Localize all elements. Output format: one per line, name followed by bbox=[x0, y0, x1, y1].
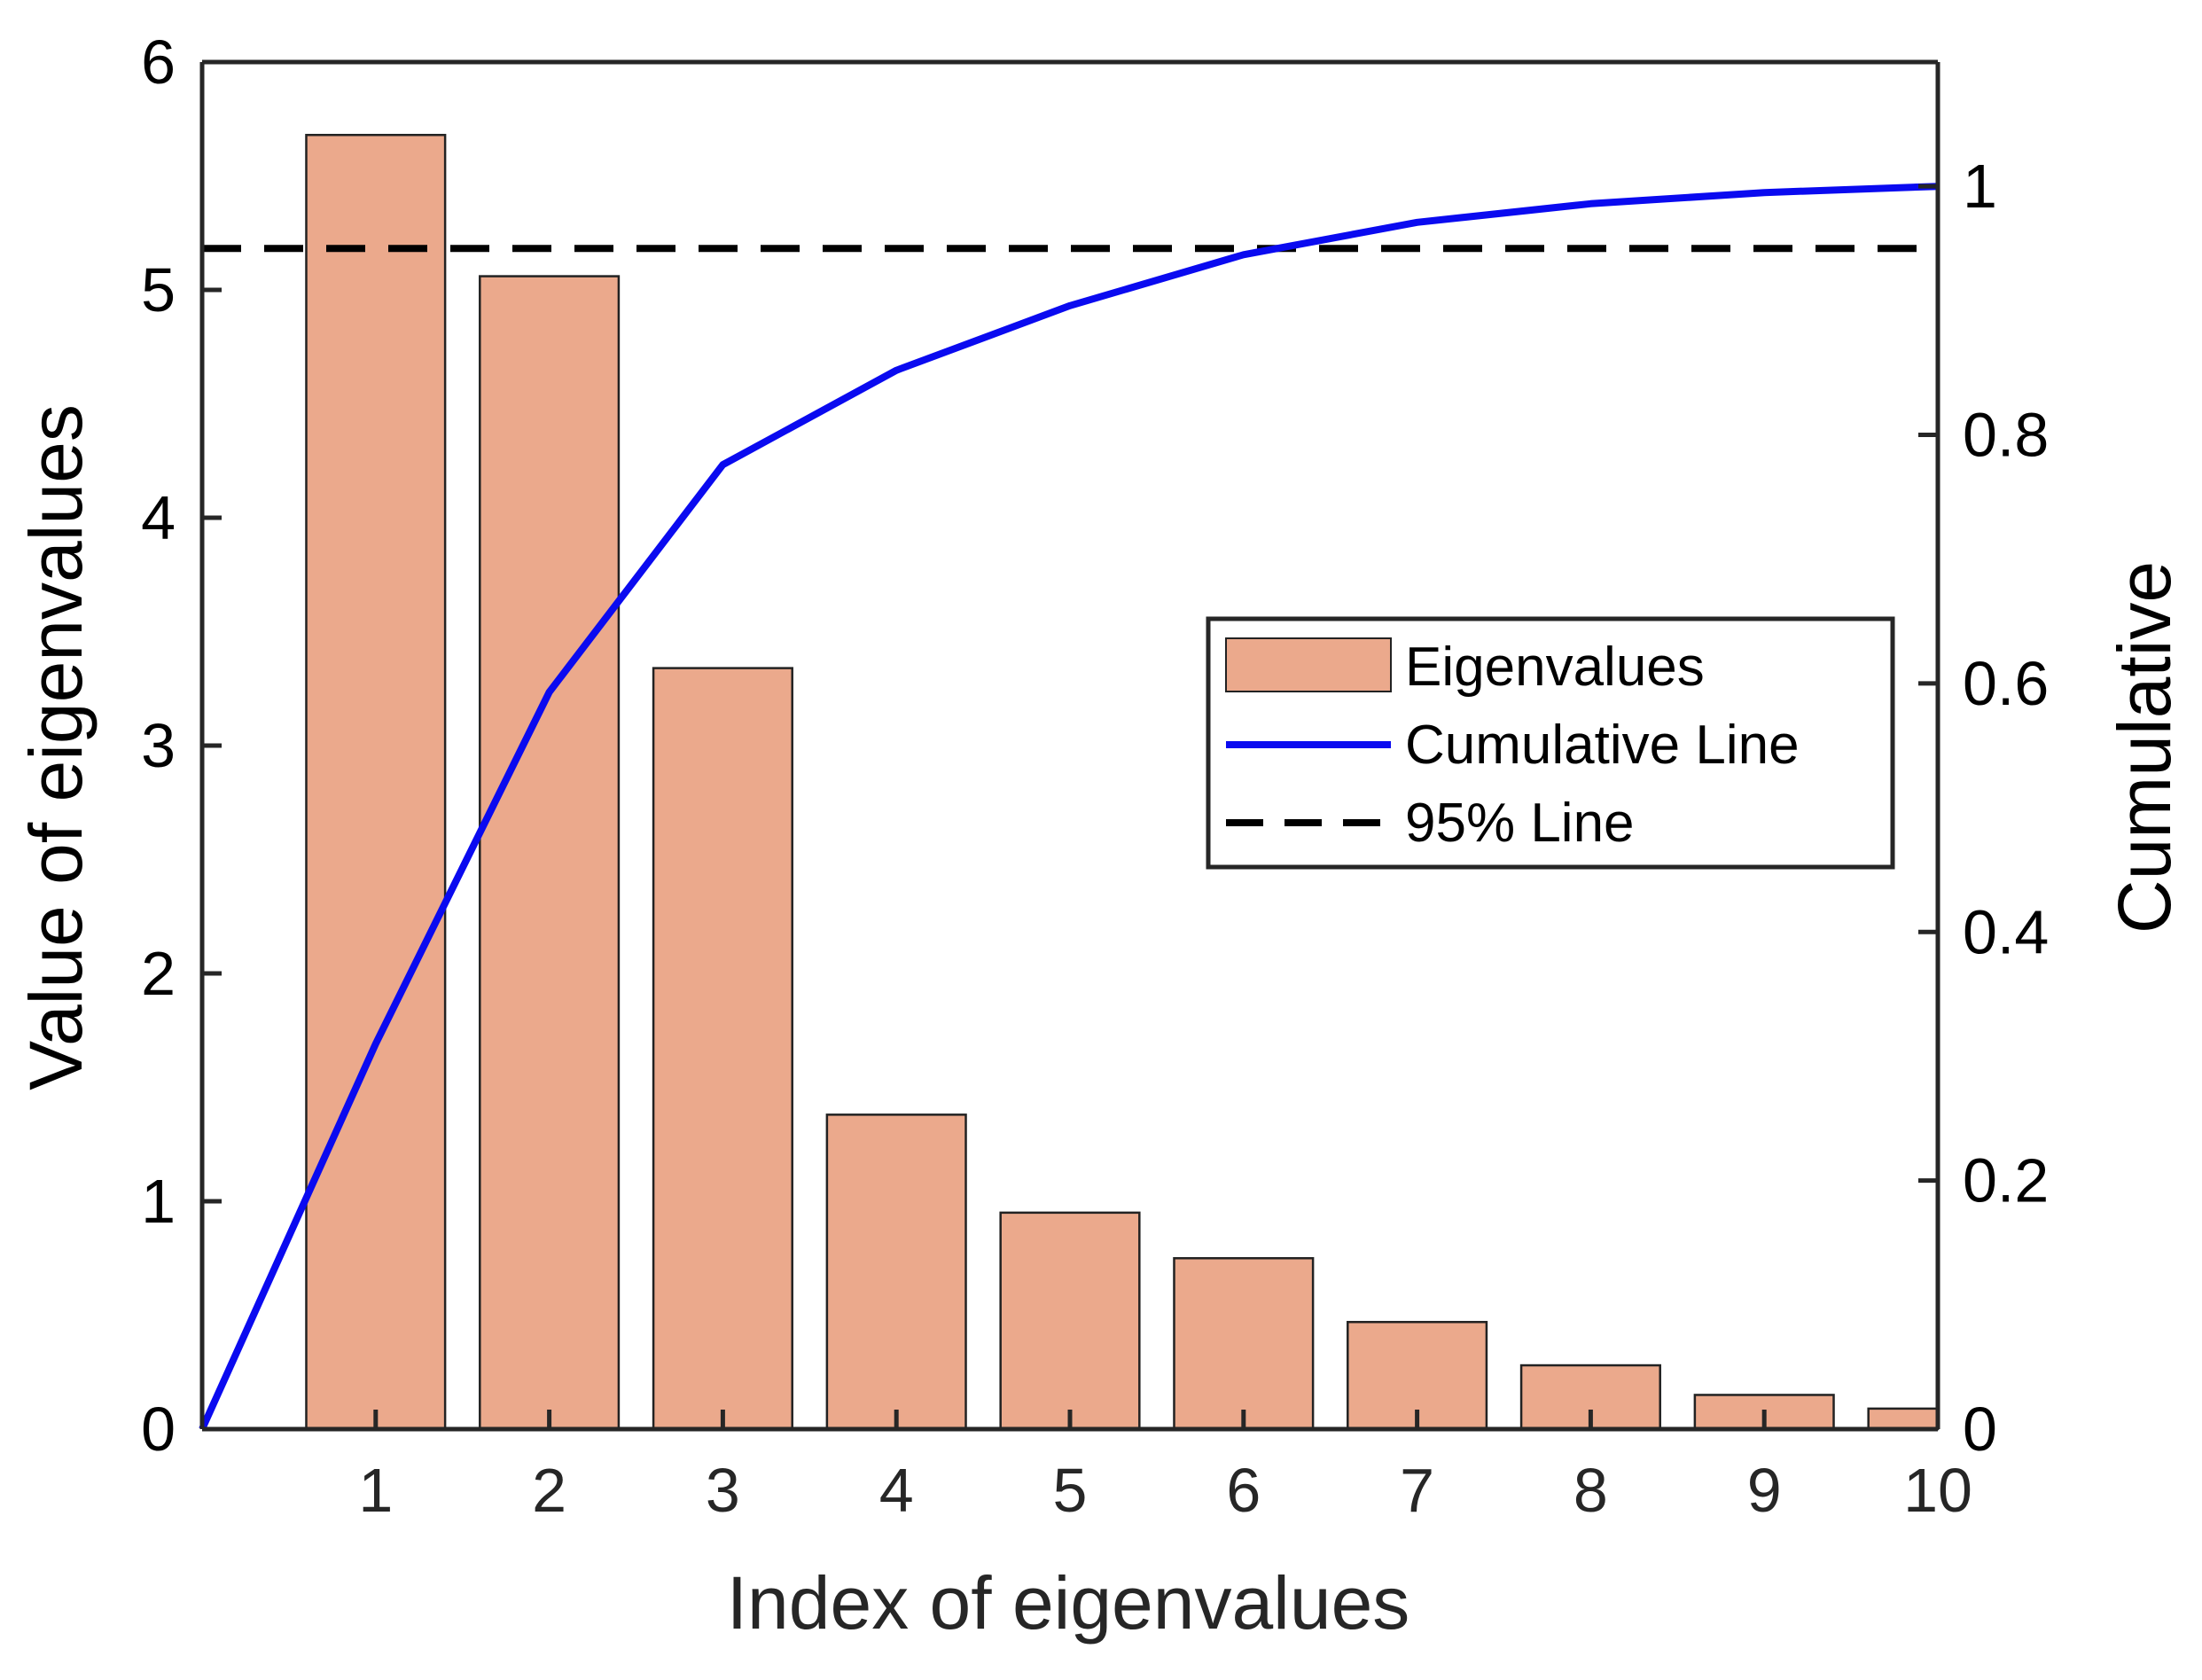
x-tick-label: 2 bbox=[532, 1456, 566, 1525]
y-left-tick-label: 2 bbox=[141, 939, 176, 1008]
x-tick-label: 5 bbox=[1053, 1456, 1088, 1525]
legend-cumulative-line-label: Cumulative Line bbox=[1405, 715, 1800, 776]
y-axis-right-label: Cumulative bbox=[2103, 561, 2186, 934]
y-right-tick-label: 0.2 bbox=[1963, 1146, 2049, 1215]
legend-eigenvalues-label: Eigenvalues bbox=[1405, 637, 1705, 698]
y-right-tick-label: 0 bbox=[1963, 1395, 1997, 1464]
y-right-tick-label: 0.8 bbox=[1963, 401, 2049, 470]
x-tick-label: 1 bbox=[358, 1456, 393, 1525]
bar-eigenvalue-5 bbox=[999, 1211, 1141, 1431]
y-left-tick-label: 0 bbox=[141, 1395, 176, 1464]
x-tick-label: 7 bbox=[1400, 1456, 1434, 1525]
bar-eigenvalue-10 bbox=[1867, 1407, 1940, 1431]
y-left-tick-label: 3 bbox=[141, 711, 176, 780]
x-tick-label: 6 bbox=[1226, 1456, 1261, 1525]
y-right-tick-label: 0.4 bbox=[1963, 897, 2049, 966]
lines-layer bbox=[199, 183, 1939, 1431]
bar-eigenvalue-6 bbox=[1173, 1257, 1315, 1431]
x-tick-label: 9 bbox=[1747, 1456, 1782, 1525]
line-cumulative bbox=[199, 183, 1939, 1431]
y-left-tick-label: 1 bbox=[141, 1167, 176, 1236]
x-tick-label: 4 bbox=[879, 1456, 914, 1525]
x-tick-label: 3 bbox=[706, 1456, 740, 1525]
bar-eigenvalue-1 bbox=[305, 133, 447, 1431]
ticks-layer: 0 1 2 3 4 5 6 0 0.2 0.4 0.6 0.8 1 1 2 3 4 5 6 7 8 9 10 bbox=[141, 27, 2049, 1525]
legend-eigenvalues-swatch bbox=[1225, 637, 1392, 692]
y-left-tick-label: 4 bbox=[141, 483, 176, 552]
y-left-tick-label: 6 bbox=[141, 27, 176, 97]
y-right-tick-label: 0.6 bbox=[1963, 649, 2049, 718]
bar-eigenvalue-4 bbox=[825, 1113, 967, 1431]
bar-eigenvalue-3 bbox=[652, 667, 793, 1431]
x-tick-label: 8 bbox=[1573, 1456, 1608, 1525]
x-tick-label: 10 bbox=[1903, 1456, 1972, 1525]
legend-95-line-label: 95% Line bbox=[1405, 793, 1635, 854]
x-axis-label: Index of eigenvalues bbox=[727, 1561, 1410, 1645]
y-right-tick-label: 1 bbox=[1963, 152, 1997, 221]
bars-layer bbox=[305, 133, 1940, 1431]
legend: Eigenvalues Cumulative Line 95% Line bbox=[1206, 616, 1895, 870]
y-axis-left-label: Value of eigenvalues bbox=[14, 404, 98, 1090]
y-left-tick-label: 5 bbox=[141, 255, 176, 324]
bar-eigenvalue-2 bbox=[479, 275, 621, 1431]
